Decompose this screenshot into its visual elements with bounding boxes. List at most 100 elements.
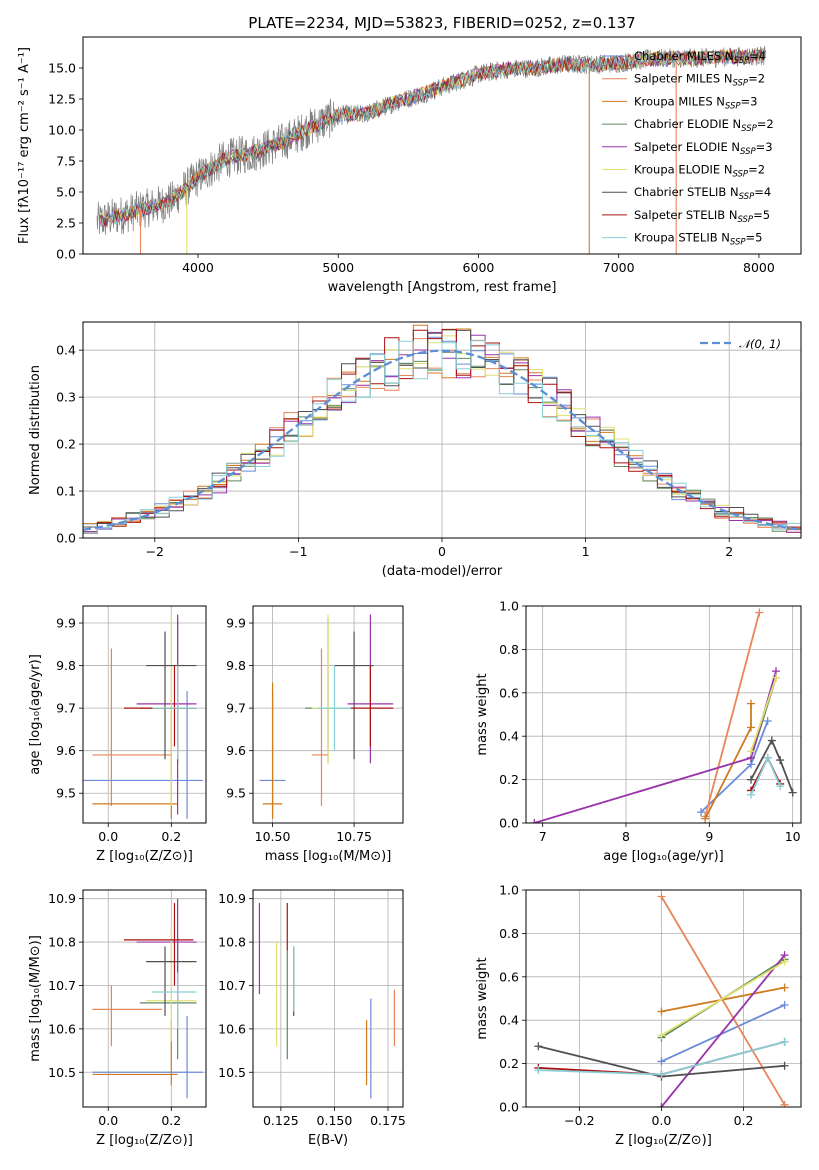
x-tick-label: 4000 — [182, 260, 214, 275]
plot-area — [259, 614, 394, 819]
y-tick-label: 9.9 — [56, 616, 76, 631]
y-tick-label: 10.8 — [48, 935, 76, 950]
y-tick-label: 9.7 — [56, 701, 76, 716]
y-axis-label: mass [log₁₀(M/M⊙)] — [28, 935, 43, 1062]
x-tick-label: 8000 — [743, 260, 775, 275]
y-tick-label: 0.8 — [499, 926, 519, 941]
legend-nssp-prefix: N — [725, 208, 737, 222]
y-tick-label: 10.6 — [218, 1021, 246, 1036]
normal-legend-label: 𝒩(0, 1) — [739, 337, 781, 351]
legend-name: Salpeter STELIB — [634, 208, 725, 222]
legend-nssp-prefix: N — [718, 231, 730, 245]
weight-series-5 — [747, 673, 780, 756]
model-spectrum-8 — [99, 49, 763, 227]
legend-name: Kroupa ELODIE — [634, 163, 720, 177]
x-tick-label: 7000 — [603, 260, 635, 275]
weight-series-2 — [701, 699, 755, 823]
y-tick-label: 9.9 — [226, 616, 246, 631]
errorbar-point-3 — [139, 618, 197, 764]
weight-marker — [776, 782, 785, 791]
axes-frame — [82, 889, 207, 1108]
legend-nssp-sub: SSP — [730, 238, 746, 248]
y-tick-label: 10.5 — [48, 1065, 76, 1080]
weight-marker — [780, 1037, 789, 1046]
weight-marker — [697, 808, 705, 817]
legend-nssp-prefix: N — [713, 94, 725, 108]
weight-marker — [788, 788, 797, 797]
weight-marker — [772, 673, 780, 682]
plot-area — [83, 614, 203, 819]
histogram-8 — [83, 340, 801, 534]
errorbar-point-7 — [124, 665, 197, 747]
legend-nssp-sub: SSP — [737, 215, 753, 225]
legend-nssp-sub: SSP — [740, 147, 756, 157]
errorbar-point-6 — [146, 946, 197, 1016]
weight-marker — [747, 790, 755, 799]
x-tick-label: 10 — [785, 829, 801, 844]
y-tick-label: 1.0 — [499, 599, 519, 614]
legend-nssp-value: =5 — [753, 208, 770, 222]
errorbar-point-8 — [152, 972, 197, 1029]
legend-nssp-value: =4 — [754, 185, 771, 199]
weight-marker — [776, 756, 785, 765]
weight-series-1 — [657, 892, 789, 1107]
y-tick-label: 15.0 — [48, 61, 76, 76]
weight-marker — [780, 1061, 789, 1070]
weight-marker — [657, 892, 666, 901]
x-tick-label: −1 — [289, 544, 307, 559]
weight-line — [660, 954, 786, 1107]
y-tick-label: 0.2 — [56, 437, 76, 452]
y-tick-label: 0.4 — [499, 1013, 519, 1028]
weight-line — [660, 896, 786, 1106]
errorbar-point-6 — [334, 631, 374, 760]
plot-area — [92, 898, 203, 1099]
y-tick-label: 10.9 — [48, 891, 76, 906]
legend-nssp-prefix: N — [728, 140, 740, 154]
weight-series-8 — [747, 753, 785, 799]
weight-series-4 — [657, 951, 789, 1107]
errorbar-point-4 — [136, 898, 197, 1003]
errorbar-point-5 — [311, 614, 345, 764]
errorbar-point-0 — [83, 691, 203, 819]
weight-marker — [657, 1057, 666, 1066]
x-axis-label: E(B-V) — [308, 1133, 348, 1148]
weight-marker — [747, 775, 755, 784]
legend-nssp-sub: SSP — [739, 192, 755, 202]
y-tick-label: 9.7 — [226, 701, 246, 716]
errorbar-point-0 — [92, 1015, 203, 1099]
y-tick-label: 9.6 — [226, 743, 246, 758]
weight-series-8 — [534, 1037, 789, 1079]
y-tick-label: 2.5 — [56, 216, 76, 231]
weight-marker — [763, 753, 772, 762]
legend-entry-4: Salpeter ELODIE NSSP=3 — [634, 140, 773, 157]
y-tick-label: 12.5 — [48, 92, 76, 107]
x-axis-label: (data-model)/error — [382, 564, 503, 579]
legend-nssp-value: =2 — [748, 72, 765, 86]
legend-name: Kroupa MILES — [634, 94, 713, 108]
x-tick-label: 7 — [539, 829, 547, 844]
axes-frame — [82, 321, 802, 539]
legend-nssp-value: =4 — [749, 49, 766, 63]
y-tick-label: 10.9 — [218, 891, 246, 906]
x-tick-label: 0.175 — [370, 1113, 406, 1128]
y-tick-label: 9.8 — [56, 658, 76, 673]
legend-entry-3: Chabrier ELODIE NSSP=2 — [634, 117, 774, 134]
x-axis-label: Z [log₁₀(Z/Z⊙)] — [615, 1133, 712, 1148]
plot-area — [258, 903, 396, 1099]
weight-line — [661, 1004, 785, 1063]
x-tick-label: 2 — [725, 544, 733, 559]
axes-frame — [82, 36, 802, 255]
x-tick-label: 10.75 — [336, 829, 372, 844]
errorbar-point-7 — [350, 665, 394, 747]
normal-curve — [83, 349, 801, 531]
y-axis-label: mass weight — [475, 957, 490, 1039]
legend-nssp-value: =3 — [756, 140, 773, 154]
x-tick-label: 0.2 — [734, 1113, 754, 1128]
legend-nssp-prefix: N — [720, 72, 732, 86]
y-tick-label: 7.5 — [56, 154, 76, 169]
x-tick-label: 0.125 — [263, 1113, 299, 1128]
x-tick-label: 0.2 — [161, 829, 181, 844]
x-tick-label: 0.0 — [652, 1113, 672, 1128]
